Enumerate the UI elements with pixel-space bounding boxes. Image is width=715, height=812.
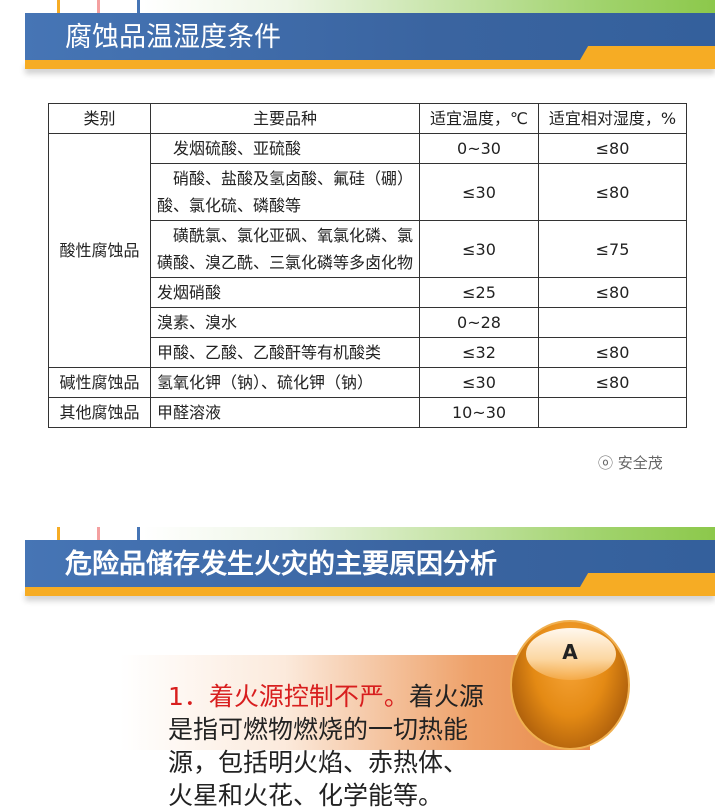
- watermark: ⓞ 安全茂: [598, 454, 663, 472]
- category-cell: 碱性腐蚀品: [48, 367, 151, 398]
- category-cell: 酸性腐蚀品: [48, 133, 151, 368]
- header-humidity: 适宜相对湿度，%: [538, 103, 687, 134]
- temperature-cell: ≤30: [419, 163, 539, 221]
- variety-cell: 硝酸、盐酸及氢卤酸、氟硅（硼）酸、氯化硫、磷酸等: [150, 163, 420, 221]
- header-variety: 主要品种: [150, 103, 420, 134]
- table-header-row: 类别 主要品种 适宜温度，℃ 适宜相对湿度，%: [48, 103, 687, 134]
- header-category: 类别: [48, 103, 151, 134]
- point-body: 着火源是指可燃物燃烧的一切热能源，包括明火焰、赤热体、火星和火花、化学能等。: [168, 682, 484, 810]
- table-row: 碱性腐蚀品 氢氧化钾（钠）、硫化钾（钠） ≤30 ≤80: [48, 367, 687, 398]
- humidity-cell: [538, 307, 687, 338]
- section-title: 腐蚀品温湿度条件: [65, 22, 281, 53]
- temperature-cell: ≤32: [419, 337, 539, 368]
- humidity-cell: ≤80: [538, 337, 687, 368]
- decor-stripes: [0, 0, 715, 14]
- decor-stripes: [0, 527, 715, 541]
- temperature-cell: 0~30: [419, 133, 539, 164]
- table-row: 溴素、溴水 0~28: [49, 307, 687, 338]
- temperature-cell: ≤30: [419, 367, 539, 398]
- variety-cell: 甲酸、乙酸、乙酸酐等有机酸类: [150, 337, 420, 368]
- variety-cell: 氢氧化钾（钠）、硫化钾（钠）: [150, 367, 420, 398]
- category-cell: 其他腐蚀品: [48, 397, 151, 428]
- variety-cell: 发烟硫酸、亚硫酸: [150, 133, 420, 164]
- humidity-cell: [538, 397, 687, 428]
- humidity-cell: ≤80: [538, 133, 687, 164]
- temperature-cell: ≤25: [419, 277, 539, 308]
- variety-cell: 发烟硝酸: [150, 277, 420, 308]
- humidity-cell: ≤80: [538, 277, 687, 308]
- variety-cell: 溴素、溴水: [150, 307, 420, 338]
- badge-a: A: [510, 620, 630, 750]
- point-text: 1．着火源控制不严。着火源是指可燃物燃烧的一切热能源，包括明火焰、赤热体、火星和…: [168, 680, 488, 812]
- temperature-cell: 10~30: [419, 397, 539, 428]
- table-row: 酸性腐蚀品 发烟硫酸、亚硫酸 0~30 ≤80: [48, 133, 687, 368]
- table-row: 发烟硝酸 ≤25 ≤80: [49, 277, 687, 308]
- wechat-icon: ⓞ: [598, 454, 614, 472]
- section-title: 危险品储存发生火灾的主要原因分析: [65, 549, 497, 580]
- temperature-cell: 0~28: [419, 307, 539, 338]
- humidity-table: 类别 主要品种 适宜温度，℃ 适宜相对湿度，% 酸性腐蚀品 发烟硫酸、亚硫酸 0~…: [48, 103, 687, 428]
- table-row: 其他腐蚀品 甲醛溶液 10~30: [48, 397, 687, 428]
- humidity-cell: ≤75: [538, 220, 687, 278]
- variety-cell: 磺酰氯、氯化亚砜、氧氯化磷、氯磺酸、溴乙酰、三氯化磷等多卤化物: [150, 220, 420, 278]
- table-row: 甲酸、乙酸、乙酸酐等有机酸类 ≤32 ≤80: [49, 337, 687, 368]
- temperature-cell: ≤30: [419, 220, 539, 278]
- table-row: 硝酸、盐酸及氢卤酸、氟硅（硼）酸、氯化硫、磷酸等 ≤30 ≤80: [49, 163, 687, 221]
- humidity-cell: ≤80: [538, 367, 687, 398]
- header-temperature: 适宜温度，℃: [419, 103, 539, 134]
- humidity-cell: ≤80: [538, 163, 687, 221]
- variety-cell: 甲醛溶液: [150, 397, 420, 428]
- point-heading: 1．着火源控制不严。: [168, 682, 409, 711]
